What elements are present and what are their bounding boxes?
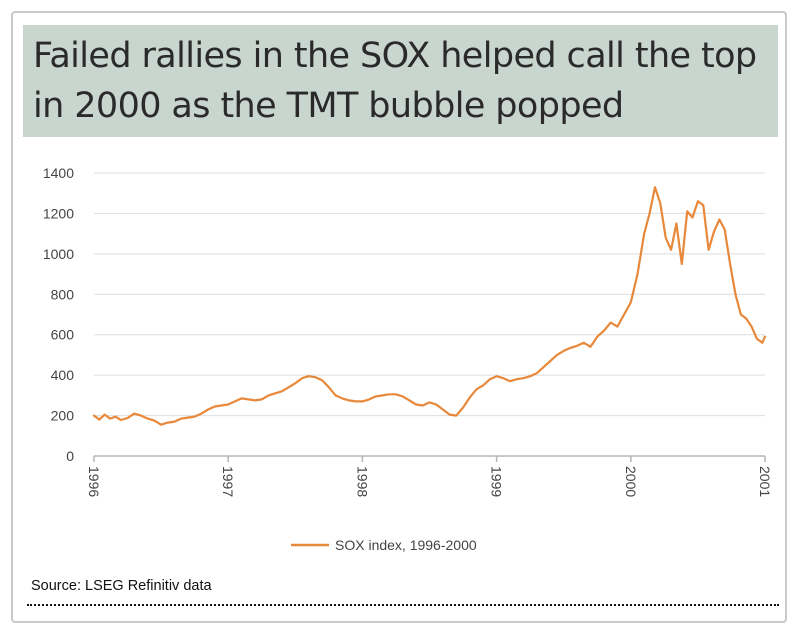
x-tick-label: 1997 [220, 466, 236, 497]
legend: SOX index, 1996-2000 [291, 537, 477, 553]
x-axis-ticks: 1996 1997 1998 1999 2000 2001 [86, 456, 773, 497]
x-tick-label: 1996 [86, 466, 102, 497]
title-banner: Failed rallies in the SOX helped call th… [23, 25, 778, 137]
series-layer [92, 186, 767, 426]
y-tick-label: 200 [51, 408, 75, 424]
y-tick-label: 400 [51, 367, 75, 383]
x-tick-label: 2000 [623, 466, 639, 497]
y-tick-label: 600 [51, 327, 75, 343]
source-note: Source: LSEG Refinitiv data [31, 578, 212, 594]
y-tick-label: 800 [51, 286, 75, 302]
chart-title: Failed rallies in the SOX helped call th… [33, 36, 757, 126]
x-tick-label: 1998 [354, 466, 370, 497]
y-tick-label: 0 [66, 448, 74, 464]
legend-label: SOX index, 1996-2000 [335, 537, 477, 553]
y-tick-label: 1000 [43, 246, 74, 262]
y-tick-label: 1400 [43, 165, 74, 181]
gridlines [94, 172, 765, 417]
x-tick-label: 1999 [489, 466, 505, 497]
y-tick-label: 1200 [43, 205, 74, 221]
x-tick-label: 2001 [757, 466, 773, 497]
y-axis-ticks: 0 200 400 600 800 1000 1200 1400 [43, 165, 74, 464]
series-line-sox-index [92, 186, 767, 426]
dotted-divider [27, 604, 779, 606]
